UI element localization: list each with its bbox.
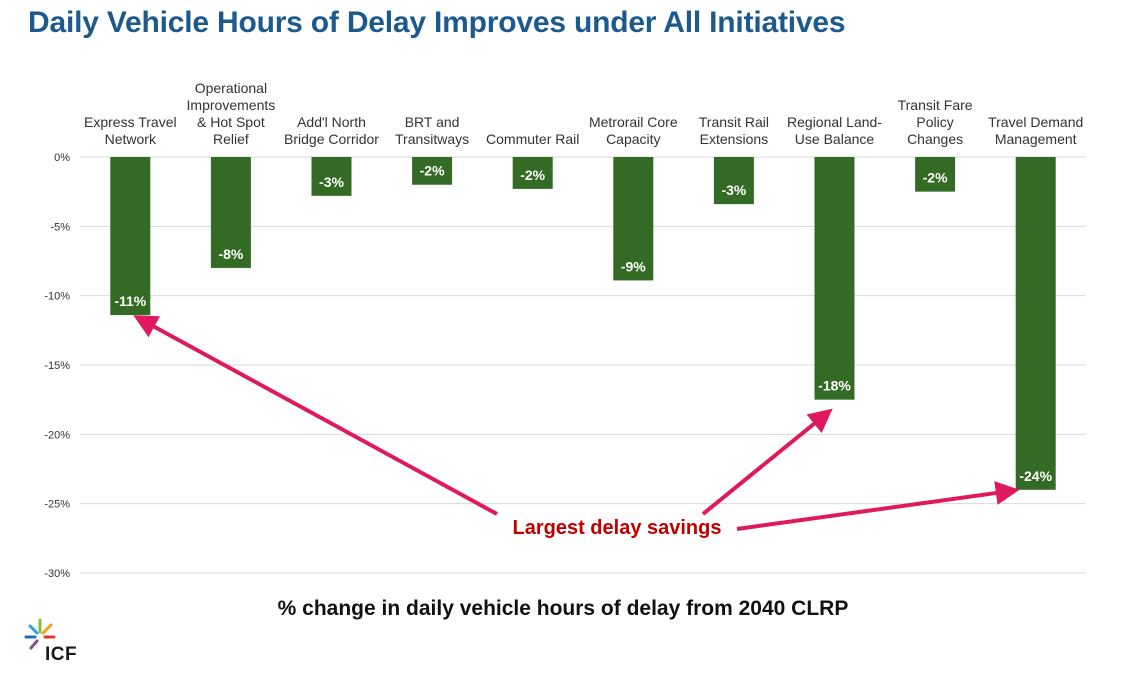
bar (713, 157, 754, 205)
data-label: -18% (818, 378, 851, 394)
data-label: -3% (319, 174, 344, 190)
bar (1015, 157, 1056, 490)
data-label: -3% (721, 182, 746, 198)
y-tick-label: -15% (44, 360, 70, 372)
data-label: -8% (218, 246, 243, 262)
y-tick-label: -30% (44, 568, 70, 580)
annotation-arrow (133, 315, 498, 516)
bar (110, 157, 151, 316)
data-label: -2% (420, 163, 445, 179)
logo-text: ICF (45, 644, 78, 665)
bar (613, 157, 654, 281)
icf-logo-icon (24, 618, 56, 650)
data-label: -9% (621, 258, 646, 274)
bar (412, 157, 453, 185)
data-label: -2% (923, 170, 948, 186)
x-tick-label: Operational Improvements & Hot Spot Relief (187, 80, 276, 147)
annotation-arrow (736, 481, 1020, 531)
data-label: -11% (114, 293, 146, 309)
bar (210, 157, 251, 268)
x-tick-label: Transit Rail Extensions (699, 114, 769, 147)
x-tick-label: Express Travel Network (84, 114, 177, 147)
data-label: -2% (520, 167, 545, 183)
y-tick-label: -25% (44, 499, 70, 511)
x-tick-label: Add'l North Bridge Corridor (284, 114, 379, 147)
x-tick-label: Commuter Rail (486, 131, 579, 147)
bar (915, 157, 956, 192)
annotation-text: Largest delay savings (513, 517, 722, 539)
bar (814, 157, 855, 400)
y-tick-label: -20% (44, 429, 70, 441)
bar (311, 157, 352, 196)
x-tick-label: Regional Land-Use Balance (787, 114, 882, 147)
x-tick-label: Metrorail Core Capacity (589, 114, 678, 147)
y-tick-label: -10% (44, 291, 70, 303)
x-tick-label: BRT and Transitways (395, 114, 469, 147)
x-axis-label: % change in daily vehicle hours of delay… (277, 597, 849, 620)
data-label: -24% (1019, 468, 1052, 484)
x-tick-label: Transit Fare Policy Changes (898, 97, 973, 147)
y-tick-label: 0% (54, 152, 70, 164)
annotation-arrow (701, 408, 833, 516)
y-tick-label: -5% (50, 221, 70, 233)
bar (512, 157, 553, 189)
chart-title: Daily Vehicle Hours of Delay Improves un… (28, 6, 846, 39)
x-tick-label: Travel Demand Management (988, 114, 1083, 147)
